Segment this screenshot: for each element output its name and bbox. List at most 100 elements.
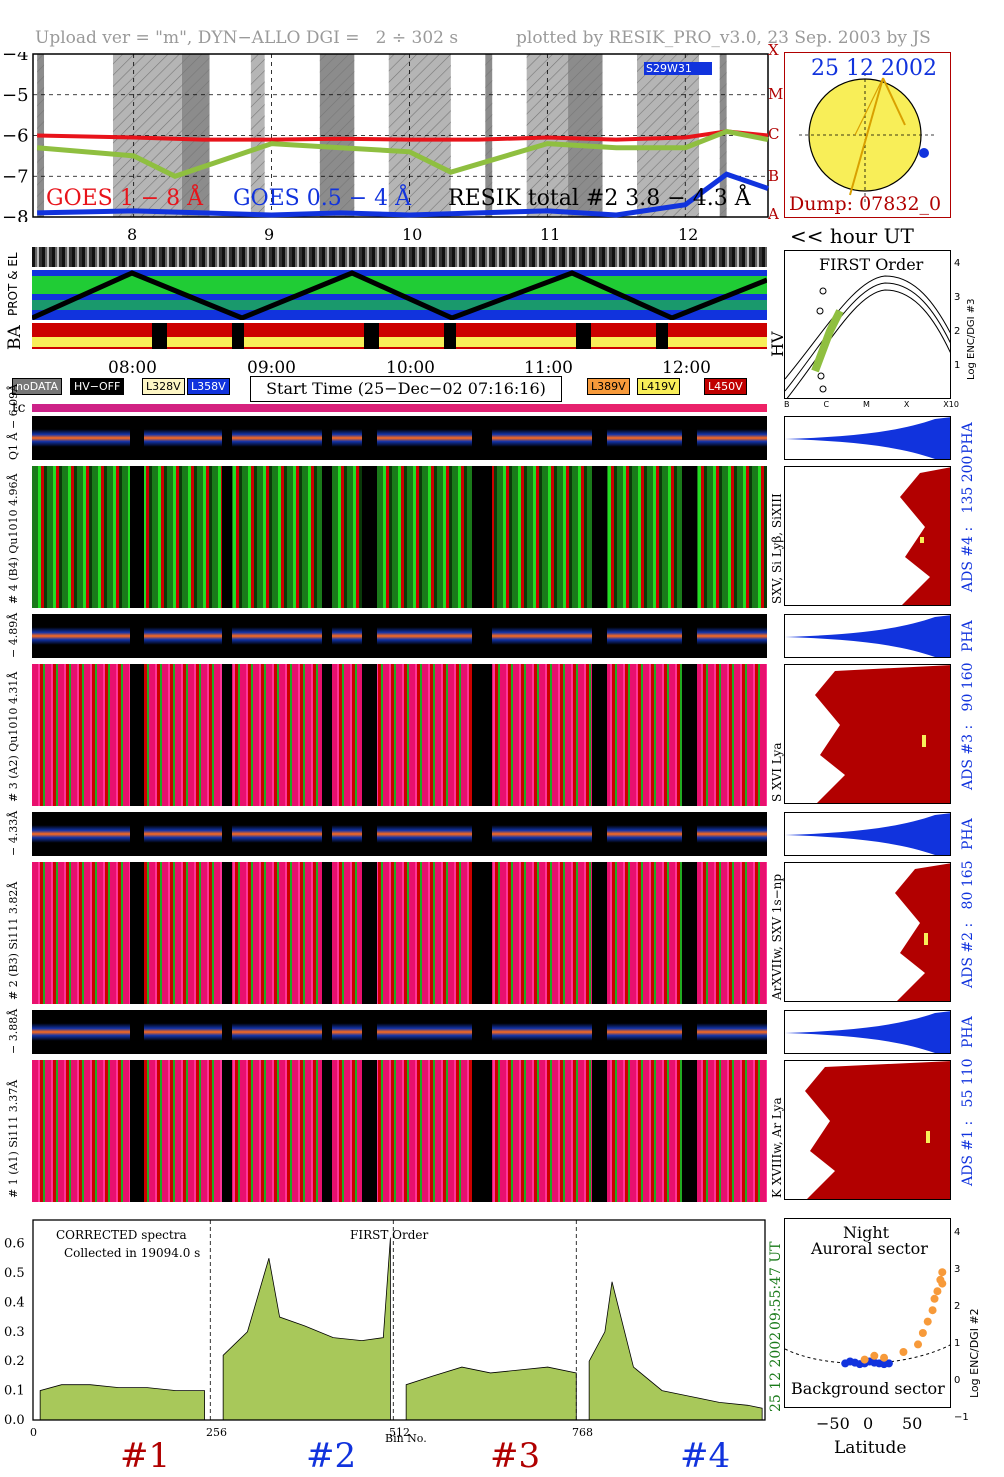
fo-ytick-4: 4 bbox=[954, 258, 961, 269]
data-gap bbox=[472, 614, 492, 658]
start-time-box: Start Time (25−Dec−02 07:16:16) bbox=[250, 376, 562, 402]
data-gap bbox=[472, 466, 492, 608]
pha-text-1: PHA bbox=[960, 1016, 976, 1048]
data-gap bbox=[222, 614, 232, 658]
data-gap bbox=[472, 664, 492, 806]
pha-text-3: PHA bbox=[960, 620, 976, 652]
data-gap bbox=[130, 664, 144, 806]
orbit-svg bbox=[785, 1268, 950, 1369]
ads-histogram-4 bbox=[784, 466, 951, 606]
data-gap bbox=[222, 416, 232, 460]
channel-label-3: # 3 (A2) Qu1010 4.31Å bbox=[7, 671, 20, 802]
spectrum-xtick: 256 bbox=[206, 1426, 227, 1439]
spectrum-ytick: 0.5 bbox=[4, 1266, 25, 1281]
data-gap bbox=[362, 466, 377, 608]
data-gap bbox=[592, 1010, 607, 1054]
data-gap bbox=[322, 466, 332, 608]
orbit-ytick-3: 3 bbox=[954, 1264, 961, 1275]
ads-label-3: ADS #3 : 90 160 bbox=[960, 662, 976, 790]
data-gap bbox=[592, 466, 607, 608]
data-gap bbox=[322, 614, 332, 658]
data-gap bbox=[682, 1060, 697, 1202]
legend-nodata: noDATA bbox=[12, 378, 63, 395]
data-gap bbox=[130, 1060, 144, 1202]
pha-range-label-3: − 4.89Å bbox=[7, 612, 20, 658]
data-gap bbox=[682, 466, 697, 608]
time-label-1200: 12:00 bbox=[662, 358, 711, 378]
time-label-1000: 10:00 bbox=[386, 358, 435, 378]
sun-dump: Dump: 07832_0 bbox=[789, 193, 942, 215]
line-ids-2: ArXVIIw, SXV 1s−np bbox=[770, 873, 784, 1000]
data-gap bbox=[472, 1060, 492, 1202]
orbit-point bbox=[880, 1353, 889, 1362]
spectrum-xtick: 0 bbox=[30, 1426, 37, 1439]
first-order-panel: FIRST Order bbox=[784, 250, 951, 399]
lc-ytick: −7 bbox=[2, 166, 29, 187]
orbit-ytick-m1: −1 bbox=[954, 1412, 969, 1423]
orbit-xtick-m50: −50 bbox=[816, 1414, 850, 1433]
pha-strip-3 bbox=[32, 614, 767, 658]
header-left: Upload ver = "m", DYN−ALLO DGI = 2 ÷ 302… bbox=[35, 28, 459, 48]
channel-1-label: #1 bbox=[120, 1436, 171, 1476]
orbit-xtick-50: 50 bbox=[902, 1414, 923, 1433]
spectrum-area-1 bbox=[39, 1384, 205, 1421]
ads-histogram-3 bbox=[784, 664, 951, 804]
legend-l328v: L328V bbox=[142, 378, 185, 395]
data-gap bbox=[362, 862, 377, 1004]
data-gap bbox=[592, 812, 607, 856]
data-gap bbox=[322, 1060, 332, 1202]
legend-l450v: L450V bbox=[704, 378, 747, 395]
orbit-background: Background sector bbox=[791, 1379, 945, 1398]
fo-xtick-x10: X10 bbox=[943, 400, 959, 409]
legend-l419v: L419V bbox=[637, 378, 680, 395]
orbit-xtick-0: 0 bbox=[863, 1414, 874, 1433]
orbit-point bbox=[930, 1294, 939, 1303]
spectrum-area-2 bbox=[222, 1237, 391, 1421]
fo-ytick-3: 3 bbox=[954, 292, 961, 303]
prot-el-label: PROT & EL bbox=[6, 252, 20, 316]
data-gap bbox=[222, 466, 232, 608]
ba-strip bbox=[32, 323, 767, 349]
spectrum-svg: 0.6 0.5 0.4 0.3 0.2 0.1 0.0 0 256 512 768 bbox=[4, 1219, 766, 1439]
data-gap bbox=[682, 812, 697, 856]
channel-map-1 bbox=[32, 1060, 767, 1202]
data-gap bbox=[362, 416, 377, 460]
orbit-ytick-4: 4 bbox=[954, 1227, 961, 1238]
ads-label-4: ADS #4 : 135 200 bbox=[960, 455, 976, 592]
data-gap bbox=[682, 862, 697, 1004]
data-gap bbox=[222, 1010, 232, 1054]
ba-label: BA bbox=[5, 325, 25, 350]
data-gap bbox=[592, 862, 607, 1004]
data-gap bbox=[682, 416, 697, 460]
time-label-0900: 09:00 bbox=[247, 358, 296, 378]
pha-histogram-2 bbox=[784, 812, 951, 856]
fo-xtick-x: X bbox=[903, 400, 910, 409]
time-label-1100: 11:00 bbox=[524, 358, 573, 378]
data-gap bbox=[130, 466, 144, 608]
data-gap bbox=[472, 1010, 492, 1054]
data-gap bbox=[592, 1060, 607, 1202]
saa-hatch bbox=[485, 54, 493, 217]
lc-xtick-label-11: 11 bbox=[540, 225, 561, 244]
pha-range-label-2: − 4.33Å bbox=[7, 810, 20, 856]
data-gap bbox=[130, 614, 144, 658]
spectrum-ytick: 0.1 bbox=[4, 1384, 25, 1399]
spectrum-area-4 bbox=[588, 1281, 763, 1421]
spectrum-ytick: 0.0 bbox=[4, 1413, 25, 1428]
orbit-point bbox=[928, 1306, 937, 1315]
data-gap bbox=[362, 812, 377, 856]
spectrum-first-order: FIRST Order bbox=[350, 1228, 429, 1242]
fo-xtick-c: C bbox=[823, 400, 830, 409]
lc-series-3 bbox=[36, 128, 769, 179]
pha-histogram-3 bbox=[784, 614, 951, 658]
sun-date: 25 12 2002 bbox=[811, 56, 937, 81]
spectrum-ytick: 0.3 bbox=[4, 1325, 25, 1340]
data-gap bbox=[322, 416, 332, 460]
fo-ytick-2: 2 bbox=[954, 326, 961, 337]
orbit-point bbox=[938, 1268, 947, 1277]
channel-label-1: # 1 (A1) Si111 3.37Å bbox=[7, 1079, 20, 1198]
resik-total-label: RESIK total #2 3.8 − 4.3 Å bbox=[448, 186, 751, 211]
lc-ytick: −4 bbox=[2, 52, 29, 65]
data-gap bbox=[362, 1010, 377, 1054]
line-ids-4: SXV, Si Lyβ, SiXIII bbox=[770, 493, 784, 604]
